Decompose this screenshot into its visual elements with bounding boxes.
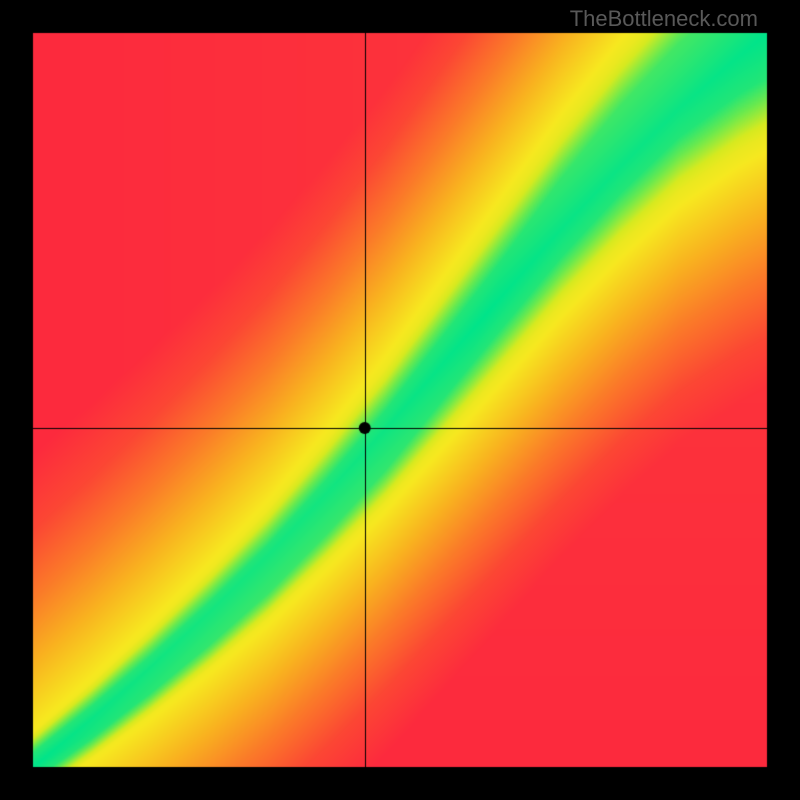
bottleneck-heatmap — [0, 0, 800, 800]
watermark-text: TheBottleneck.com — [570, 6, 758, 32]
